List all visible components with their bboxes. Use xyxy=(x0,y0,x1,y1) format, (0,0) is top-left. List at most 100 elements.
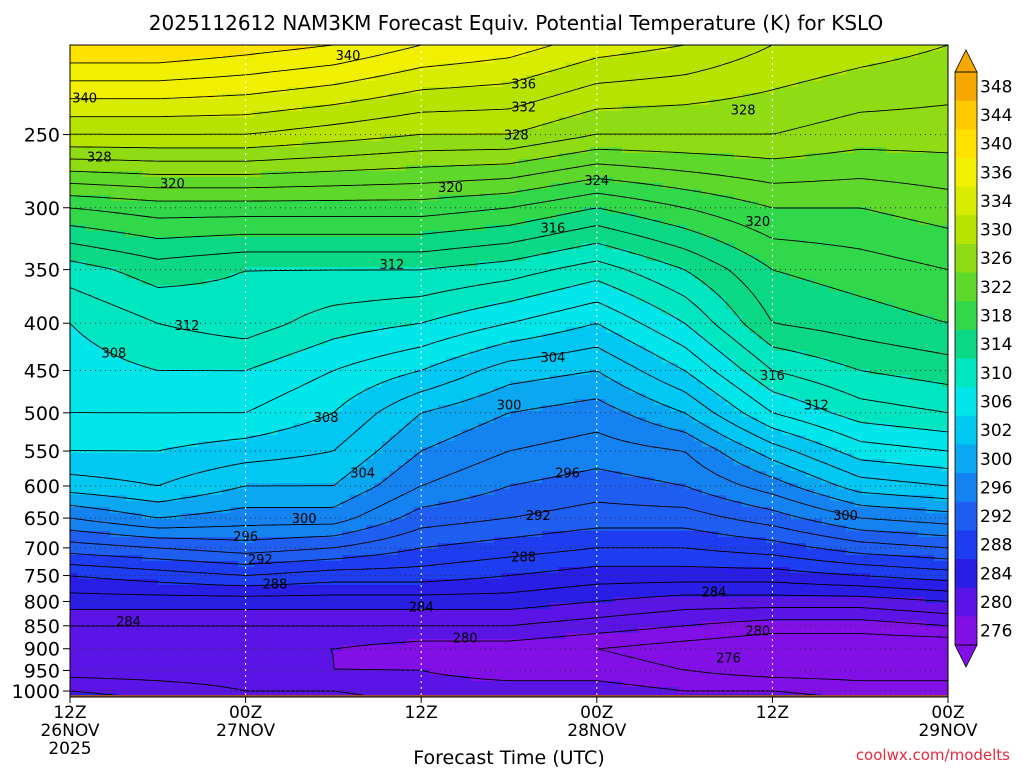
heatmap-cell xyxy=(422,141,431,148)
heatmap-cell xyxy=(134,597,143,604)
heatmap-cell xyxy=(238,657,247,664)
heatmap-cell xyxy=(158,417,167,424)
heatmap-cell xyxy=(230,189,239,196)
heatmap-cell xyxy=(286,117,295,124)
heatmap-cell xyxy=(94,435,103,442)
heatmap-cell xyxy=(254,393,263,400)
heatmap-cell xyxy=(406,525,415,532)
heatmap-cell xyxy=(342,591,351,598)
heatmap-cell xyxy=(294,663,303,670)
heatmap-cell xyxy=(230,195,239,202)
heatmap-cell xyxy=(86,621,95,628)
heatmap-cell xyxy=(350,585,359,592)
heatmap-cell xyxy=(358,393,367,400)
heatmap-cell xyxy=(414,357,423,364)
heatmap-cell xyxy=(342,111,351,118)
heatmap-cell xyxy=(166,81,175,88)
heatmap-cell xyxy=(142,279,151,286)
heatmap-cell xyxy=(190,495,199,502)
heatmap-cell xyxy=(174,147,183,154)
heatmap-cell xyxy=(182,621,191,628)
heatmap-cell xyxy=(390,471,399,478)
heatmap-cell xyxy=(126,255,135,262)
heatmap-cell xyxy=(302,687,311,694)
heatmap-cell xyxy=(366,123,375,130)
heatmap-cell xyxy=(326,225,335,232)
heatmap-cell xyxy=(206,201,215,208)
heatmap-cell xyxy=(366,447,375,454)
heatmap-cell xyxy=(182,603,191,610)
heatmap-cell xyxy=(310,51,319,58)
heatmap-cell xyxy=(158,255,167,262)
heatmap-cell xyxy=(86,213,95,220)
heatmap-cell xyxy=(278,315,287,322)
heatmap-cell xyxy=(198,669,207,676)
heatmap-cell xyxy=(278,285,287,292)
heatmap-cell xyxy=(430,255,439,262)
heatmap-cell xyxy=(366,567,375,574)
heatmap-cell xyxy=(102,387,111,394)
heatmap-cell xyxy=(350,165,359,172)
heatmap-cell xyxy=(230,603,239,610)
heatmap-cell xyxy=(94,513,103,520)
heatmap-cell xyxy=(326,435,335,442)
heatmap-cell xyxy=(366,381,375,388)
heatmap-cell xyxy=(78,75,87,82)
heatmap-cell xyxy=(222,213,231,220)
heatmap-cell xyxy=(134,501,143,508)
heatmap-cell xyxy=(158,375,167,382)
heatmap-cell xyxy=(102,501,111,508)
heatmap-cell xyxy=(294,621,303,628)
heatmap-cell xyxy=(158,339,167,346)
heatmap-cell xyxy=(70,645,79,652)
heatmap-cell xyxy=(142,573,151,580)
heatmap-cell xyxy=(86,285,95,292)
heatmap-cell xyxy=(230,561,239,568)
heatmap-cell xyxy=(110,567,119,574)
heatmap-cell xyxy=(374,453,383,460)
heatmap-cell xyxy=(214,357,223,364)
heatmap-cell xyxy=(150,339,159,346)
heatmap-cell xyxy=(150,693,159,697)
heatmap-cell xyxy=(190,195,199,202)
heatmap-cell xyxy=(310,459,319,466)
heatmap-cell xyxy=(174,579,183,586)
heatmap-cell xyxy=(334,621,343,628)
heatmap-cell xyxy=(78,207,87,214)
heatmap-cell xyxy=(430,441,439,448)
heatmap-cell xyxy=(254,69,263,76)
heatmap-cell xyxy=(78,459,87,466)
heatmap-cell xyxy=(334,477,343,484)
heatmap-cell xyxy=(430,345,439,352)
heatmap-cell xyxy=(86,357,95,364)
heatmap-cell xyxy=(422,441,431,448)
heatmap-cell xyxy=(134,351,143,358)
heatmap-cell xyxy=(174,231,183,238)
heatmap-cell xyxy=(166,447,175,454)
heatmap-cell xyxy=(142,675,151,682)
heatmap-cell xyxy=(334,177,343,184)
heatmap-cell xyxy=(270,261,279,268)
heatmap-cell xyxy=(286,519,295,526)
heatmap-cell xyxy=(206,519,215,526)
heatmap-cell xyxy=(134,441,143,448)
heatmap-cell xyxy=(230,657,239,664)
heatmap-cell xyxy=(358,657,367,664)
heatmap-cell xyxy=(422,99,431,106)
heatmap-cell xyxy=(150,387,159,394)
heatmap-cell xyxy=(334,501,343,508)
heatmap-cell xyxy=(230,165,239,172)
heatmap-cell xyxy=(310,411,319,418)
heatmap-cell xyxy=(126,633,135,640)
heatmap-cell xyxy=(326,375,335,382)
heatmap-cell xyxy=(190,297,199,304)
heatmap-cell xyxy=(246,333,255,340)
heatmap-cell xyxy=(286,369,295,376)
heatmap-cell xyxy=(206,297,215,304)
heatmap-cell xyxy=(238,111,247,118)
heatmap-cell xyxy=(150,681,159,688)
heatmap-cell xyxy=(222,243,231,250)
heatmap-cell xyxy=(230,153,239,160)
heatmap-cell xyxy=(414,399,423,406)
heatmap-cell xyxy=(230,105,239,112)
